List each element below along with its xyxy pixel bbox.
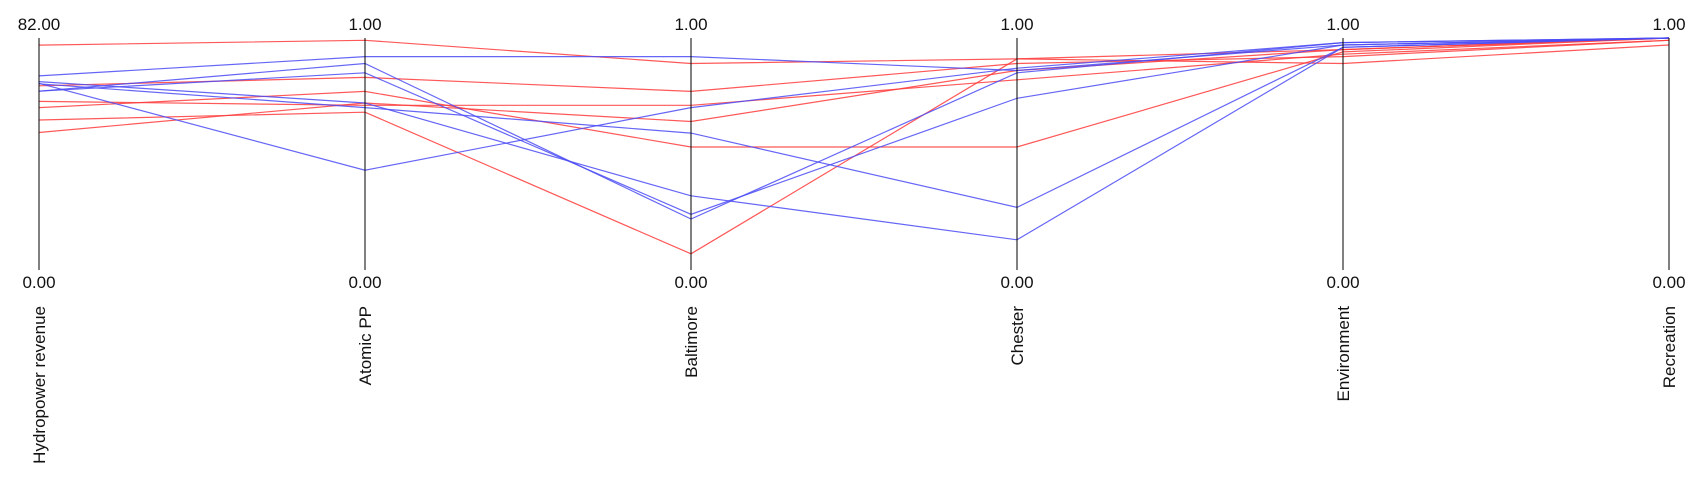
- axis-max-label-atomic-pp: 1.00: [348, 15, 381, 34]
- series-line-6: [38, 37, 1670, 134]
- axis-max-label-chester: 1.00: [1000, 15, 1033, 34]
- series-line-4: [38, 37, 1670, 148]
- series-line-1: [38, 39, 1670, 65]
- axis-min-label-atomic-pp: 0.00: [348, 273, 381, 292]
- axis-max-label-hydropower-revenue: 82.00: [18, 15, 61, 34]
- axis-name-hydropower-revenue: Hydropower revenue: [30, 306, 49, 464]
- series-line-8: [38, 37, 1670, 241]
- axis-name-chester: Chester: [1008, 306, 1027, 366]
- axis-max-label-baltimore: 1.00: [674, 15, 707, 34]
- series-line-12: [38, 37, 1670, 220]
- axis-name-atomic-pp: Atomic PP: [356, 306, 375, 385]
- series-line-2: [38, 39, 1670, 93]
- axis-max-label-recreation: 1.00: [1652, 15, 1685, 34]
- series-line-10: [38, 37, 1670, 209]
- axis-name-baltimore: Baltimore: [682, 306, 701, 378]
- axis-min-label-hydropower-revenue: 0.00: [22, 273, 55, 292]
- series-line-3: [38, 39, 1670, 106]
- axis-min-label-recreation: 0.00: [1652, 273, 1685, 292]
- series-line-11: [38, 37, 1670, 215]
- axis-name-environment: Environment: [1334, 306, 1353, 402]
- axis-name-recreation: Recreation: [1660, 306, 1679, 388]
- axis-min-label-baltimore: 0.00: [674, 273, 707, 292]
- axes: 82.00 0.00 Hydropower revenue 1.00 0.00 Atomi…: [18, 15, 1686, 464]
- series-lines: [38, 37, 1670, 255]
- axis-max-label-environment: 1.00: [1326, 15, 1359, 34]
- axis-min-label-chester: 0.00: [1000, 273, 1033, 292]
- axis-min-label-environment: 0.00: [1326, 273, 1359, 292]
